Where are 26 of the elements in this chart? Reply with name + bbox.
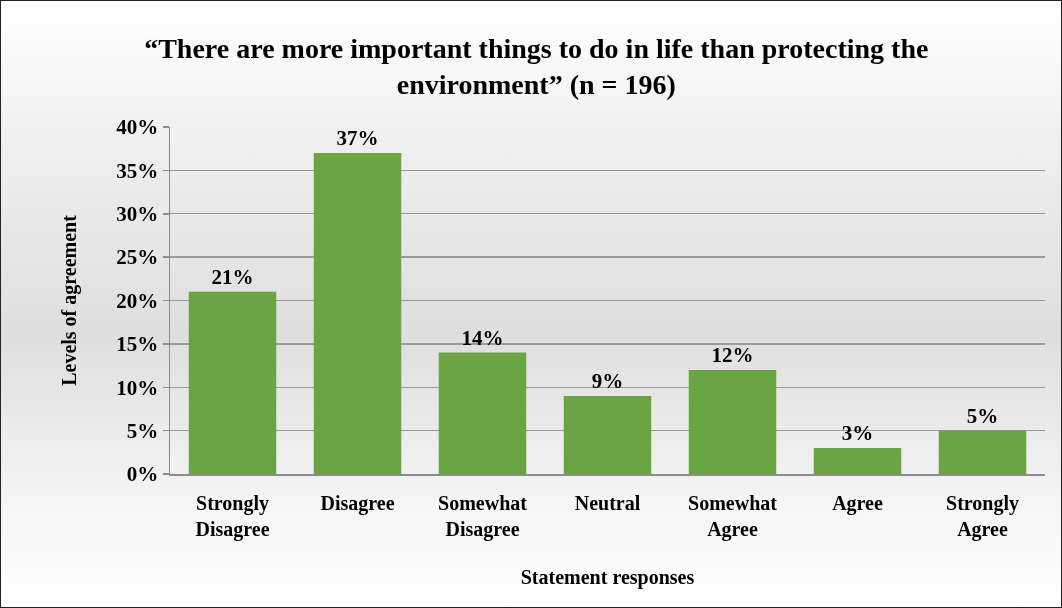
x-axis-title: Statement responses [520, 565, 695, 589]
x-tick-label: Neutral [574, 491, 641, 514]
data-label: 5% [966, 403, 999, 428]
y-tick-label: 40% [116, 115, 159, 140]
y-tick-label: 25% [116, 245, 159, 270]
chart-title: “There are more important things to do in life than protecting the environment” (n = 196) [144, 32, 929, 101]
y-tick-label: 10% [116, 375, 159, 400]
data-label: 3% [841, 420, 874, 445]
x-tick-label: Somewhat Disagree [438, 491, 528, 541]
x-tick-label: Agree [832, 491, 883, 515]
y-axis-title: Levels of agreement [57, 214, 81, 386]
x-tick-label: Somewhat Agree [688, 491, 778, 541]
data-label: 14% [461, 325, 504, 350]
x-tick-label: Strongly Disagree [195, 491, 270, 541]
data-label: 21% [211, 264, 254, 289]
x-tick-label: Disagree [320, 491, 395, 515]
y-tick-label: 15% [116, 332, 159, 357]
y-tick-label: 0% [126, 462, 159, 487]
y-tick-label: 30% [116, 202, 159, 227]
y-tick-label: 5% [126, 418, 159, 443]
x-tick-label: Strongly Agree [946, 491, 1019, 541]
y-tick-label: 35% [116, 158, 159, 183]
data-label: 37% [336, 126, 379, 151]
data-label: 9% [591, 368, 624, 393]
y-tick-label: 20% [116, 288, 159, 313]
data-label: 12% [711, 342, 754, 367]
